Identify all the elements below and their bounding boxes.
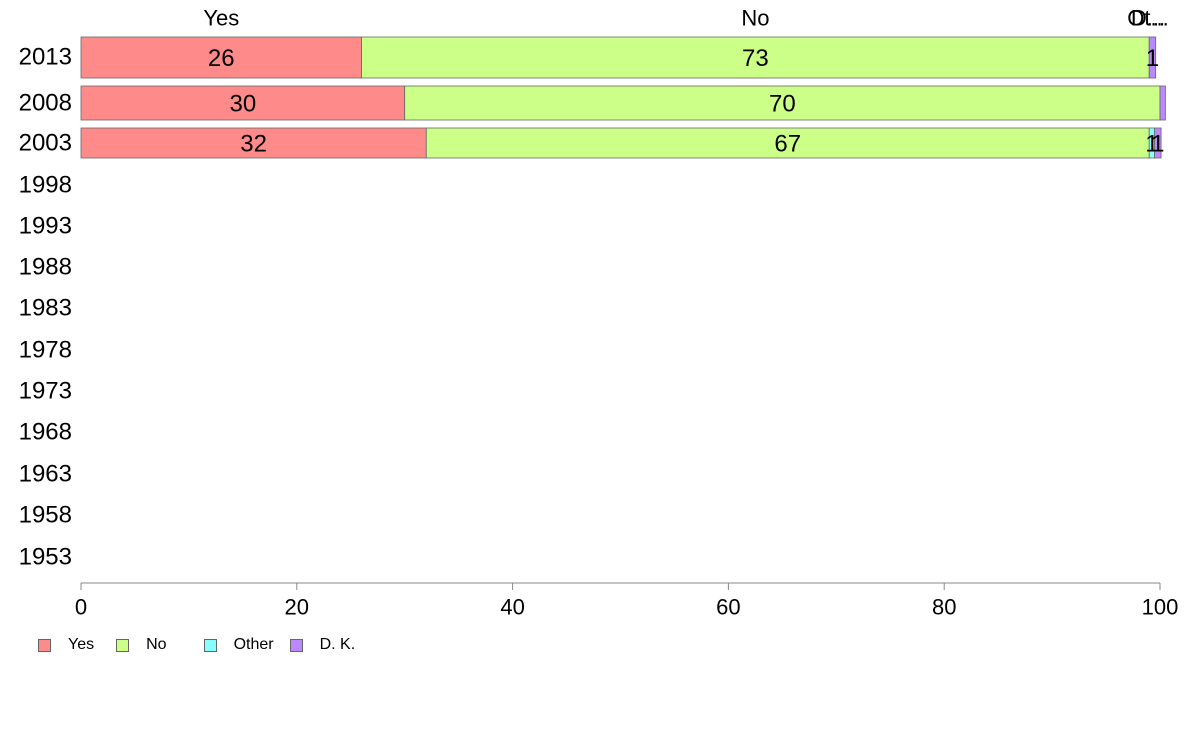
year-label: 1953: [19, 544, 72, 571]
year-label: 1963: [19, 461, 72, 488]
year-label: 1988: [19, 254, 72, 281]
bar-segment: [1148, 36, 1157, 79]
top-series-label: No: [741, 6, 769, 31]
bar-value-label: 32: [240, 131, 267, 158]
year-label: 1993: [19, 213, 72, 240]
x-tick-label: 100: [1142, 595, 1179, 620]
year-label: 1968: [19, 419, 72, 446]
x-tick-label: 20: [285, 595, 309, 620]
bar-value-label: 30: [229, 91, 256, 118]
bar-segment: [1154, 127, 1162, 159]
x-tick-label: 60: [716, 595, 740, 620]
bar-segment: [80, 36, 362, 79]
legend-item-dk: D. K.: [289, 636, 356, 654]
top-series-label: D...: [1131, 6, 1165, 31]
legend: Yes No Other D. K.: [38, 636, 355, 654]
legend-label-no: No: [146, 636, 167, 653]
year-label: 1983: [19, 295, 72, 322]
bar-segment: [1159, 85, 1166, 121]
legend-label-other: Other: [233, 636, 274, 653]
legend-swatch-other: [203, 638, 217, 652]
top-series-label: Yes: [203, 6, 239, 31]
chart-svg: 2013 2008 2003 1998 1993 1988 1983 1978 1973 1968…: [19, 6, 1179, 620]
year-label: 1978: [19, 337, 72, 364]
bar-value-label: 26: [208, 45, 235, 72]
legend-label-dk: D. K.: [319, 636, 356, 653]
x-tick-label: 40: [500, 595, 524, 620]
bar-value-label: 67: [774, 131, 801, 158]
bar-value-label: 70: [769, 91, 796, 118]
x-tick-label: 80: [932, 595, 956, 620]
legend-swatch-no: [116, 638, 130, 652]
bar-value-label: 73: [742, 45, 769, 72]
x-tick-label: 0: [75, 595, 87, 620]
bar-segment: [425, 127, 1150, 159]
year-label: 1998: [19, 172, 72, 199]
year-label: 2008: [19, 90, 72, 117]
bar-segment: [361, 36, 1150, 79]
year-label: 2013: [19, 44, 72, 71]
legend-label-yes: Yes: [68, 636, 95, 653]
legend-swatch-dk: [289, 638, 303, 652]
legend-item-no: No: [116, 636, 167, 654]
year-label: 2003: [19, 130, 72, 157]
legend-swatch-yes: [38, 638, 51, 652]
bar-segment: [80, 127, 427, 159]
top-series-label: Ot...: [1127, 6, 1169, 31]
bar-value-label: 1: [1151, 131, 1164, 158]
bar-value-label: 1: [1146, 45, 1159, 72]
year-label: 1958: [19, 502, 72, 529]
year-label: 1973: [19, 378, 72, 405]
legend-item-other: Other: [203, 636, 274, 654]
legend-item-yes: Yes: [38, 636, 94, 654]
